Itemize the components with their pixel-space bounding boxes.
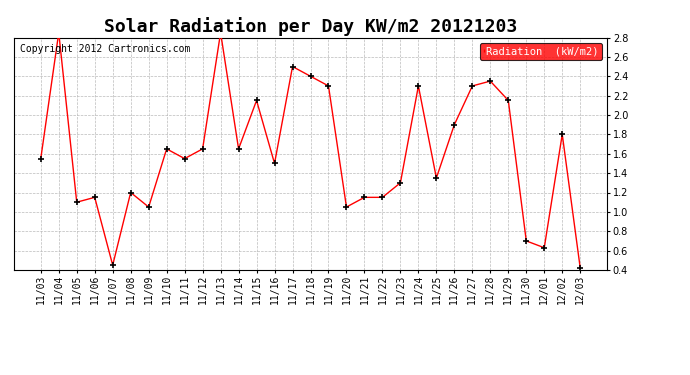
Title: Solar Radiation per Day KW/m2 20121203: Solar Radiation per Day KW/m2 20121203 bbox=[104, 17, 517, 36]
Legend: Radiation  (kW/m2): Radiation (kW/m2) bbox=[480, 43, 602, 60]
Text: Copyright 2012 Cartronics.com: Copyright 2012 Cartronics.com bbox=[20, 45, 190, 54]
